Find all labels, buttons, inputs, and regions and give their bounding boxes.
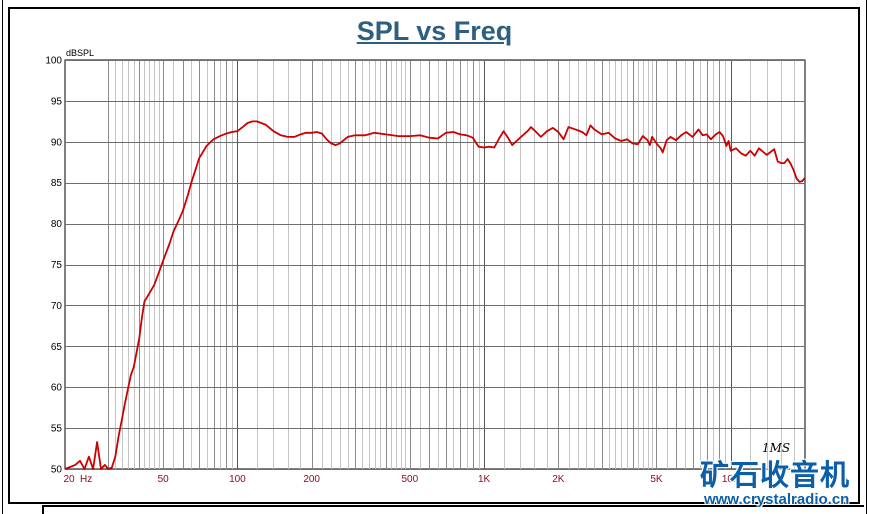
x-tick-label: 2K [552,474,565,485]
y-tick-label: 70 [51,301,63,312]
x-tick-label: 100 [229,474,246,485]
x-axis-tick-labels: 20 50 100 200 500 1K 2K 5K 10K [63,474,740,485]
bottom-strip [42,505,864,514]
x-tick-label: 500 [401,474,418,485]
x-tick-label: 1K [478,474,491,485]
x-tick-label: 10K [722,474,740,485]
y-axis-tick-labels: 100 95 90 85 80 75 70 65 60 55 50 [45,56,62,476]
watermark-signature: 1MS [762,441,791,455]
y-axis-label: dBSPL [66,48,94,58]
grid-minor [108,60,795,469]
x-tick-label: 200 [303,474,320,485]
y-tick-label: 90 [51,137,63,148]
y-tick-label: 100 [45,56,62,67]
y-tick-label: 60 [51,383,63,394]
watermark-url: www.crystalradio.cn [704,491,850,508]
series-line [64,120,806,470]
y-tick-label: 55 [51,424,63,435]
y-tick-label: 65 [51,342,63,353]
chart-title: SPL vs Freq [356,16,513,46]
y-tick-label: 80 [51,219,63,230]
outer-border-right [866,0,867,514]
x-tick-label: 5K [650,474,663,485]
y-tick-label: 85 [51,178,63,189]
outer-border-left [2,0,3,514]
x-tick-label: 50 [158,474,170,485]
y-tick-label: 95 [51,96,63,107]
x-tick-label: 20 [63,474,75,485]
grid-major [65,60,805,470]
watermark-brand: 矿石收音机 [700,458,851,492]
y-tick-label: 50 [51,465,63,476]
x-axis-unit-label: Hz [80,474,92,485]
y-tick-label: 75 [51,260,63,271]
